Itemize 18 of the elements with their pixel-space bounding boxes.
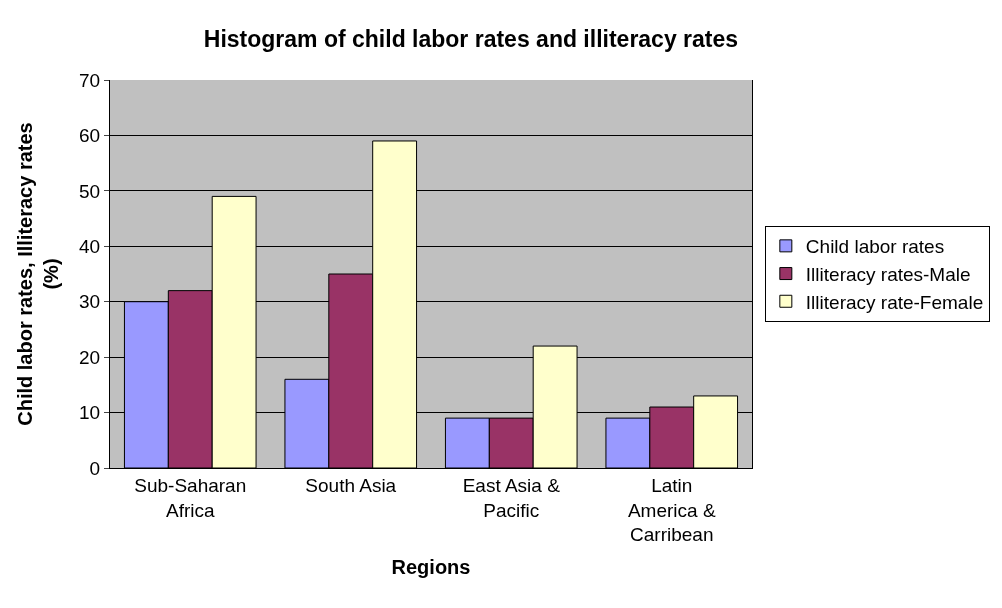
x-tick-label: Latin America & Carribean	[627, 474, 716, 546]
y-tick-label: 60	[79, 125, 101, 147]
legend-label: Child labor rates	[805, 236, 945, 258]
chart-title: Histogram of child labor rates and illiteracy rates	[203, 25, 739, 52]
legend-label: Illiteracy rates-Male	[805, 263, 971, 285]
y-tick-label: 30	[79, 291, 101, 313]
x-tick-label: South Asia	[305, 474, 397, 496]
legend-label: Illiteracy rate-Female	[805, 291, 984, 313]
y-tick-label: 10	[79, 402, 101, 424]
y-tick-label: 0	[89, 457, 101, 479]
x-tick-label: Sub-Saharan Africa	[134, 474, 247, 521]
y-tick-label: 20	[79, 346, 101, 368]
y-tick-label: 70	[79, 69, 101, 91]
y-tick-label: 50	[79, 180, 101, 202]
y-tick-label: 40	[79, 235, 101, 257]
y-axis-title: Child labor rates, Illiteracy rates (%)	[13, 122, 62, 426]
x-tick-label: East Asia & Pacific	[462, 474, 561, 521]
x-axis-title: Regions	[391, 555, 471, 578]
